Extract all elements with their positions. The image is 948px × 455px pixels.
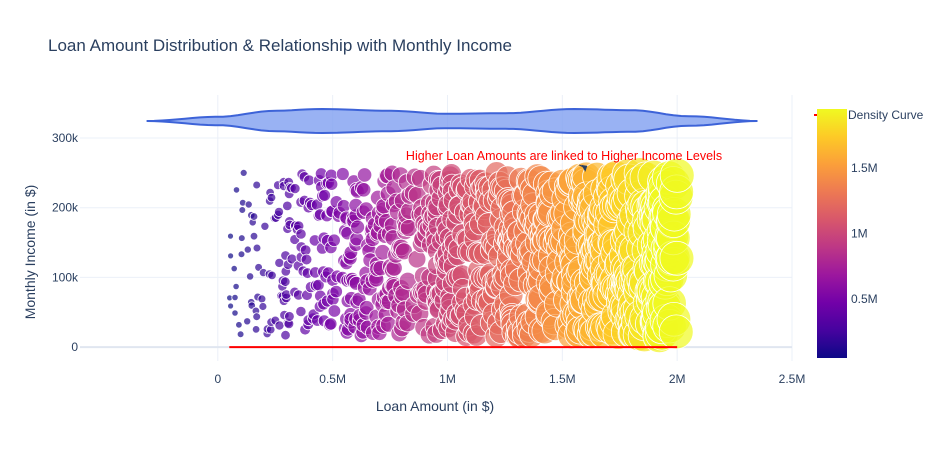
violin-shape[interactable] bbox=[146, 107, 758, 135]
scatter-points bbox=[226, 157, 695, 354]
scatter-point[interactable] bbox=[329, 284, 343, 299]
scatter-point[interactable] bbox=[251, 325, 261, 334]
colorbar-tick-label: 0.5M bbox=[851, 292, 878, 306]
annotation-text: Higher Loan Amounts are linked to Higher… bbox=[406, 149, 722, 163]
scatter-point[interactable] bbox=[284, 311, 295, 322]
scatter-point[interactable] bbox=[243, 317, 252, 326]
scatter-point[interactable] bbox=[327, 304, 342, 318]
scatter-point[interactable] bbox=[356, 167, 373, 183]
y-tick-label: 0 bbox=[71, 340, 78, 354]
legend-label: Density Curve bbox=[848, 108, 924, 122]
y-tick-label: 100k bbox=[52, 270, 79, 284]
violin-plot bbox=[146, 107, 758, 135]
x-tick-label: 1M bbox=[439, 372, 456, 386]
scatter-point[interactable] bbox=[282, 200, 293, 212]
scatter-point[interactable] bbox=[280, 330, 291, 341]
y-axis-label: Monthly Income (in $) bbox=[22, 185, 38, 320]
scatter-point[interactable] bbox=[235, 321, 243, 329]
scatter-point[interactable] bbox=[227, 252, 235, 260]
scatter-point[interactable] bbox=[232, 282, 240, 291]
scatter-point[interactable] bbox=[356, 182, 372, 198]
scatter-point[interactable] bbox=[252, 180, 262, 190]
scatter-point[interactable] bbox=[236, 330, 245, 339]
scatter-point[interactable] bbox=[300, 253, 313, 266]
x-axis-ticks: 0 0.5M 1M 1.5M 2M 2.5M bbox=[214, 372, 805, 386]
scatter-point[interactable] bbox=[230, 264, 238, 273]
colorbar-gradient bbox=[817, 109, 847, 358]
scatter-point[interactable] bbox=[350, 219, 366, 235]
scatter-point[interactable] bbox=[252, 312, 262, 322]
scatter-point[interactable] bbox=[246, 272, 255, 281]
scatter-point[interactable] bbox=[258, 302, 268, 311]
scatter-point[interactable] bbox=[336, 199, 351, 214]
scatter-point[interactable] bbox=[335, 167, 350, 181]
x-tick-label: 0.5M bbox=[319, 372, 346, 386]
scatter-point[interactable] bbox=[659, 157, 695, 193]
y-tick-label: 300k bbox=[52, 131, 79, 145]
x-tick-label: 0 bbox=[214, 372, 221, 386]
x-axis-label: Loan Amount (in $) bbox=[376, 398, 494, 414]
scatter-point[interactable] bbox=[289, 183, 301, 195]
scatter-point[interactable] bbox=[273, 206, 284, 217]
y-tick-label: 200k bbox=[52, 201, 79, 215]
scatter-point[interactable] bbox=[266, 192, 277, 203]
y-axis-ticks: 0 100k 200k 300k bbox=[52, 131, 79, 354]
scatter-point[interactable] bbox=[227, 302, 235, 310]
scatter-point[interactable] bbox=[658, 314, 694, 350]
scatter-point[interactable] bbox=[318, 188, 332, 202]
scatter-point[interactable] bbox=[232, 186, 241, 194]
scatter-point[interactable] bbox=[324, 317, 338, 331]
scatter-point[interactable] bbox=[659, 240, 695, 276]
scatter-point[interactable] bbox=[237, 250, 246, 259]
colorbar-tick-label: 1M bbox=[851, 227, 868, 241]
scatter-point[interactable] bbox=[249, 231, 259, 241]
scatter-point[interactable] bbox=[238, 234, 246, 242]
scatter-point[interactable] bbox=[324, 177, 339, 191]
scatter-point[interactable] bbox=[249, 212, 259, 221]
scatter-point[interactable] bbox=[267, 270, 277, 281]
scatter-point[interactable] bbox=[243, 245, 252, 254]
scatter-point[interactable] bbox=[238, 206, 247, 214]
scatter-point[interactable] bbox=[274, 320, 285, 331]
x-tick-label: 2M bbox=[669, 372, 686, 386]
annotation: Higher Loan Amounts are linked to Higher… bbox=[406, 149, 722, 172]
scatter-point[interactable] bbox=[244, 200, 253, 209]
chart-title: Loan Amount Distribution & Relationship … bbox=[48, 36, 512, 55]
scatter-point[interactable] bbox=[295, 228, 307, 240]
scatter-point[interactable] bbox=[239, 168, 248, 177]
scatter-point[interactable] bbox=[260, 221, 270, 231]
x-tick-label: 1.5M bbox=[549, 372, 576, 386]
scatter-point[interactable] bbox=[327, 233, 341, 248]
scatter-point[interactable] bbox=[280, 276, 291, 287]
scatter-point[interactable] bbox=[231, 293, 239, 302]
colorbar-tick-label: 1.5M bbox=[851, 161, 878, 175]
x-tick-label: 2.5M bbox=[779, 372, 806, 386]
scatter-point[interactable] bbox=[257, 294, 267, 304]
scatter-point[interactable] bbox=[231, 309, 239, 317]
scatter-point[interactable] bbox=[227, 232, 234, 240]
scatter-point[interactable] bbox=[359, 300, 375, 316]
scatter-point[interactable] bbox=[252, 243, 262, 253]
colorbar: 0.5M 1M 1.5M bbox=[817, 109, 878, 358]
annotation-arrow-head bbox=[581, 164, 588, 172]
scatter-point[interactable] bbox=[295, 305, 307, 318]
